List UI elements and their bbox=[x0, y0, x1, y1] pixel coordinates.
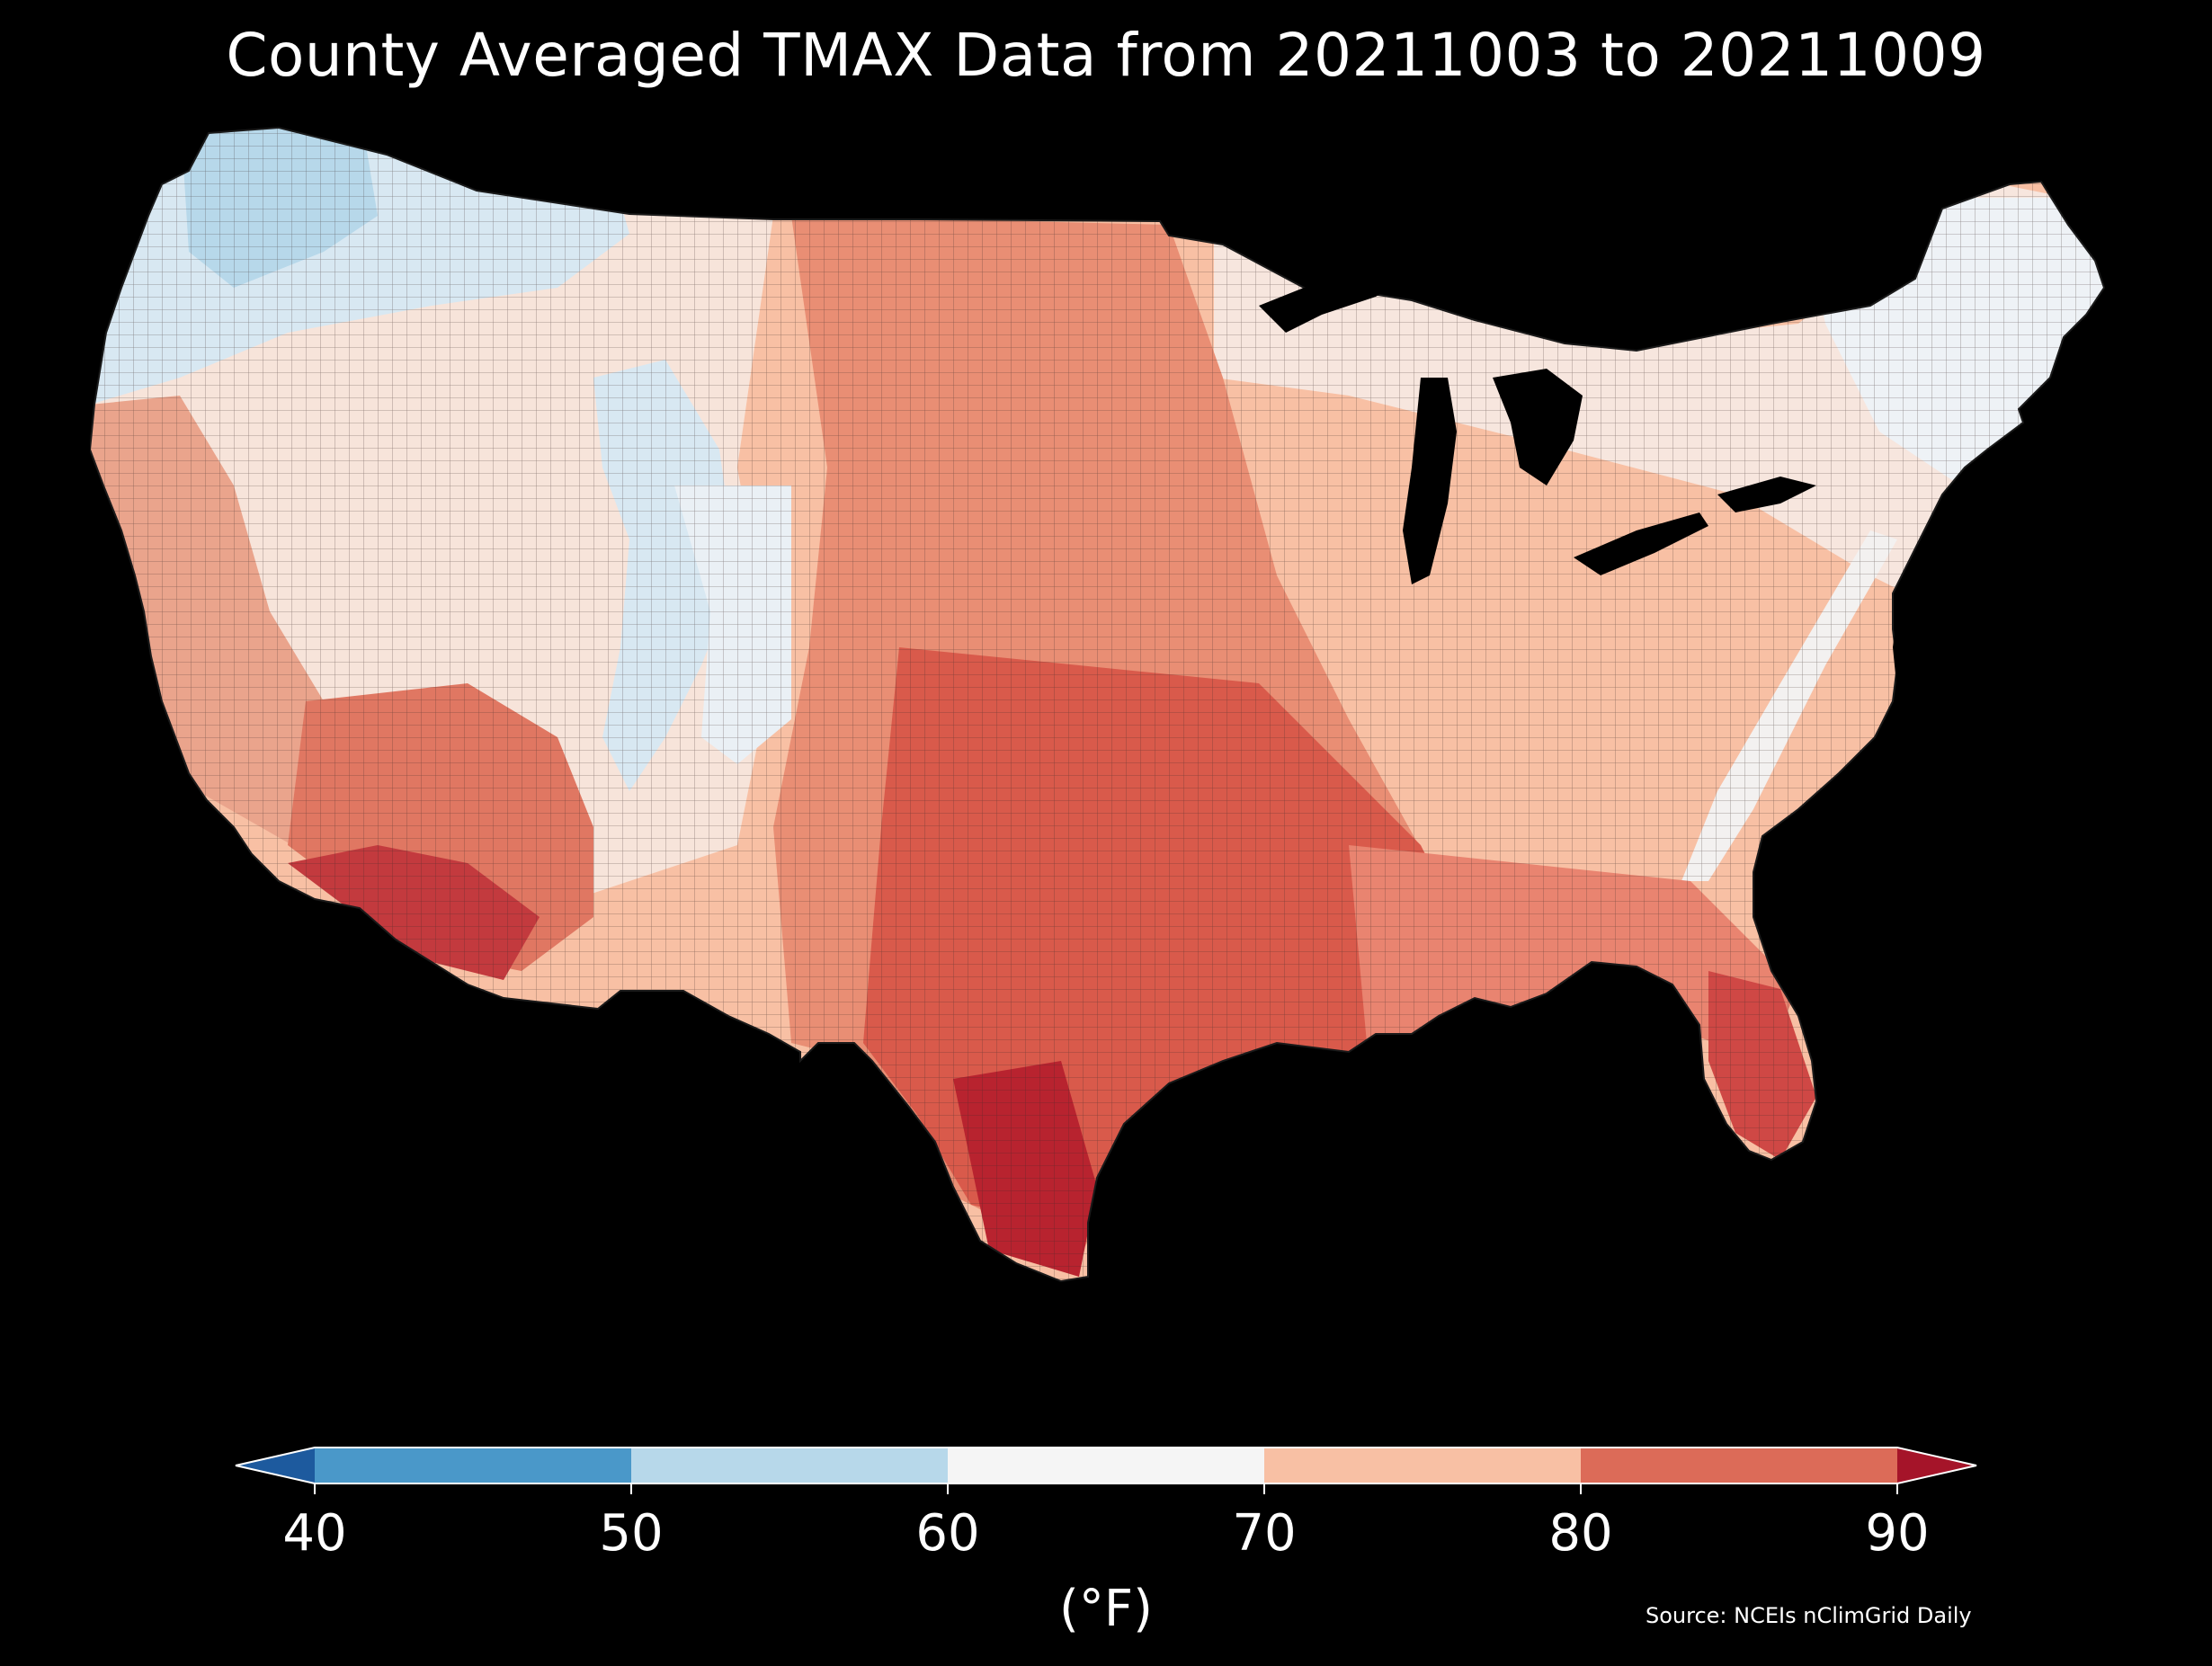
page-title: County Averaged TMAX Data from 20211003 … bbox=[226, 21, 1986, 90]
great-lakes bbox=[1259, 270, 1816, 584]
county-lines bbox=[90, 128, 2104, 1281]
colorbar-bin-0 bbox=[315, 1448, 631, 1483]
colorbar-tick-label: 70 bbox=[1232, 1504, 1296, 1563]
colorbar-tick-label: 90 bbox=[1865, 1504, 1929, 1563]
colorbar-tick-label: 80 bbox=[1548, 1504, 1612, 1563]
colorbar-bin-2 bbox=[948, 1448, 1264, 1483]
colorbar-extend-high bbox=[1897, 1448, 1976, 1483]
colorbar-tick-label: 60 bbox=[915, 1504, 979, 1563]
colorbar-tick-label: 40 bbox=[282, 1504, 346, 1563]
colorbar-label: (°F) bbox=[1059, 1580, 1153, 1638]
lake-ontario bbox=[1717, 477, 1816, 512]
colorbar-bin-1 bbox=[631, 1448, 948, 1483]
colorbar-tick-label: 50 bbox=[599, 1504, 663, 1563]
lake-erie bbox=[1574, 512, 1708, 575]
colorbar-bin-4 bbox=[1581, 1448, 1897, 1483]
choropleth-map bbox=[88, 108, 2122, 1385]
source-note: Source: NCEIs nClimGrid Daily bbox=[1646, 1603, 1972, 1628]
colorbar-extend-low bbox=[236, 1448, 315, 1483]
colorbar: 40 50 60 70 80 90 bbox=[234, 1439, 1978, 1618]
colorbar-bin-3 bbox=[1264, 1448, 1581, 1483]
lake-huron bbox=[1493, 369, 1583, 486]
lake-michigan bbox=[1403, 378, 1457, 584]
lake-superior bbox=[1259, 270, 1403, 333]
colorbar-svg: 40 50 60 70 80 90 bbox=[235, 1447, 1977, 1563]
chesapeake-bay bbox=[1893, 611, 1915, 719]
map-fill-group bbox=[90, 128, 2104, 1281]
us-county-map-svg bbox=[88, 126, 2106, 1283]
us-outline bbox=[88, 126, 2106, 1283]
